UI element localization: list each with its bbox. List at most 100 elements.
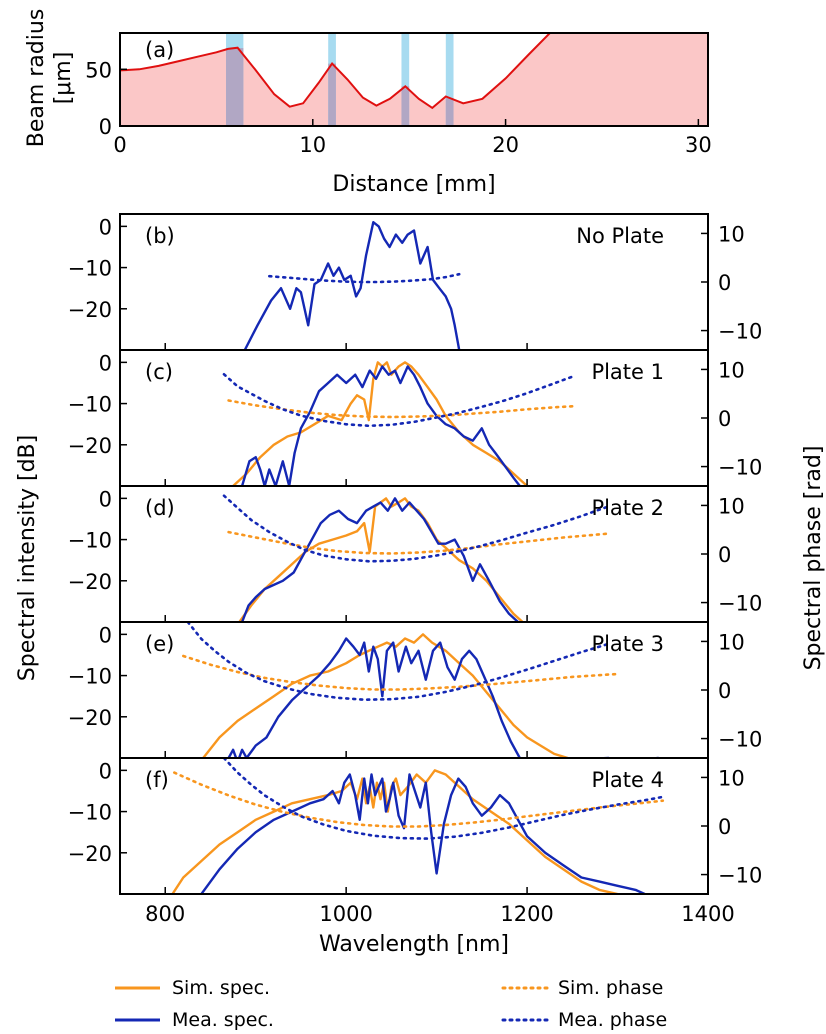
panel-c-label: Plate 1 [591, 360, 664, 384]
legend-mea-phase-label: Mea. phase [558, 1009, 667, 1031]
spectral-intensity-axis-title: Spectral intensity [dB] [15, 435, 40, 681]
wavelength-xtick-label: 1200 [500, 902, 553, 926]
panel-d-sim-phase-line [227, 530, 610, 555]
panel-e-y2tick-label: −10 [718, 728, 762, 752]
wavelength-xtick-label: 1000 [319, 902, 372, 926]
panel-e-sim-spec-line [202, 633, 569, 758]
panel-e-mea-spec-line [227, 637, 661, 758]
beam-radius-line [120, 33, 708, 110]
panel-a-ytick-label: 50 [85, 58, 112, 82]
panel-b-y2tick-label: 10 [718, 222, 745, 246]
panel-a-plot-area [120, 33, 708, 126]
panel-b-ytick-label: −10 [68, 257, 112, 281]
panel-c-ytick-label: 0 [99, 351, 112, 375]
panel-b-mea-spec-line [243, 221, 461, 350]
panel-d-tag: (d) [145, 496, 175, 520]
panel-d-mea-phase-line [222, 494, 610, 563]
panel-e-tag: (e) [145, 632, 174, 656]
panel-d-mea-spec-line [240, 497, 519, 622]
panel-b-mea-phase-line [268, 272, 461, 284]
panel-f-plot-area [171, 758, 665, 894]
panel-a-y-title-line2: [μm] [51, 52, 76, 105]
panel-c-plot-area [222, 361, 574, 486]
panel-a-tag: (a) [145, 38, 174, 62]
panel-a-xtick-label: 10 [299, 133, 326, 157]
panel-f-ytick-label: 0 [99, 759, 112, 783]
panel-b-y2tick-label: −10 [718, 320, 762, 344]
panel-f-mea-phase-line [222, 758, 665, 840]
panel-e-plot-area [182, 622, 661, 758]
panel-c-ytick-label: −10 [68, 393, 112, 417]
legend-mea-spec-label: Mea. spec. [172, 1009, 274, 1031]
panel-f-ytick-label: −20 [68, 842, 112, 866]
panel-e-ytick-label: −10 [68, 665, 112, 689]
panel-a-ytick-label: 0 [99, 115, 112, 139]
panel-a-y-title: Beam radius [μm] [24, 9, 76, 148]
panel-e-mea-phase-line [186, 622, 610, 701]
panel-d-ytick-label: 0 [99, 487, 112, 511]
panel-a-x-title: Distance [mm] [332, 172, 495, 197]
panel-e-ytick-label: −20 [68, 706, 112, 730]
panel-b-ytick-label: 0 [99, 215, 112, 239]
panel-d-ytick-label: −20 [68, 570, 112, 594]
panel-c-sim-phase-line [227, 399, 574, 419]
panel-a-xtick-label: 0 [113, 133, 126, 157]
panel-d-y2tick-label: 0 [718, 543, 731, 567]
panel-a-y-title-line1: Beam radius [24, 9, 49, 148]
panel-f: 0 −10 −20 10 0 −10 (f) Plate 4 800 1000 1200 1400 [68, 757, 762, 926]
panel-f-mea-spec-line [200, 773, 646, 894]
panel-b-y2tick-label: 0 [718, 271, 731, 295]
panel-f-y2tick-label: −10 [718, 864, 762, 888]
panel-f-ytick-label: −10 [68, 801, 112, 825]
legend-sim-spec-label: Sim. spec. [172, 977, 270, 999]
panel-d-y2tick-label: −10 [718, 592, 762, 616]
panel-e-y2tick-label: 10 [718, 630, 745, 654]
beam-area-fill [120, 33, 708, 126]
wavelength-xtick-label: 1400 [681, 902, 734, 926]
panel-c-mea-phase-line [222, 373, 574, 428]
legend-sim-phase-label: Sim. phase [558, 977, 663, 999]
plate-3-overlap [401, 86, 410, 126]
panel-e-y2tick-label: 0 [718, 679, 731, 703]
plate-1-overlap [226, 48, 244, 126]
panel-d-label: Plate 2 [591, 496, 664, 520]
spectral-phase-axis-title: Spectral phase [rad] [801, 446, 826, 671]
plate-2-overlap [328, 63, 336, 126]
panel-a-xtick-label: 30 [685, 133, 712, 157]
plate-3-band [401, 33, 410, 126]
panel-d-y2tick-label: 10 [718, 494, 745, 518]
panel-f-label: Plate 4 [591, 768, 664, 792]
panel-a-frame [119, 32, 709, 127]
wavelength-xtick-label: 800 [145, 902, 185, 926]
panel-d-plot-area [222, 494, 610, 622]
panel-f-y2tick-label: 0 [718, 815, 731, 839]
panel-c-ytick-label: −20 [68, 434, 112, 458]
panel-d: 0 −10 −20 10 0 −10 (d) Plate 2 [68, 485, 762, 623]
panel-f-sim-phase-line [173, 771, 665, 828]
panel-b-plot-area [243, 221, 461, 350]
panel-a-xtick-label: 20 [492, 133, 519, 157]
panel-f-y2tick-label: 10 [718, 766, 745, 790]
panel-b: 0 −10 −20 10 0 −10 (b) No Plate [68, 213, 762, 351]
panel-f-tag: (f) [145, 768, 169, 792]
legend: Sim. spec. Mea. spec. Sim. phase Mea. ph… [115, 977, 667, 1031]
panel-c-y2tick-label: 10 [718, 358, 745, 382]
panel-b-label: No Plate [576, 224, 664, 248]
panel-e: 0 −10 −20 10 0 −10 (e) Plate 3 [68, 621, 762, 759]
panel-c-tag: (c) [145, 360, 173, 384]
plate-4-overlap [445, 98, 454, 126]
panel-e-label: Plate 3 [591, 632, 664, 656]
panel-c-y2tick-label: −10 [718, 456, 762, 480]
panel-d-ytick-label: −10 [68, 529, 112, 553]
wavelength-axis-title: Wavelength [nm] [319, 932, 509, 957]
panel-c-mea-spec-line [240, 365, 521, 486]
panel-a: 0 10 20 30 0 50 (a) [85, 32, 712, 157]
plate-4-band [445, 33, 454, 126]
panel-d-sim-spec-line [238, 497, 524, 622]
panel-e-ytick-label: 0 [99, 623, 112, 647]
panel-b-ytick-label: −20 [68, 298, 112, 322]
panel-c-y2tick-label: 0 [718, 407, 731, 431]
panel-b-tag: (b) [145, 224, 175, 248]
panel-c: 0 −10 −20 10 0 −10 (c) Plate 1 [68, 349, 762, 487]
